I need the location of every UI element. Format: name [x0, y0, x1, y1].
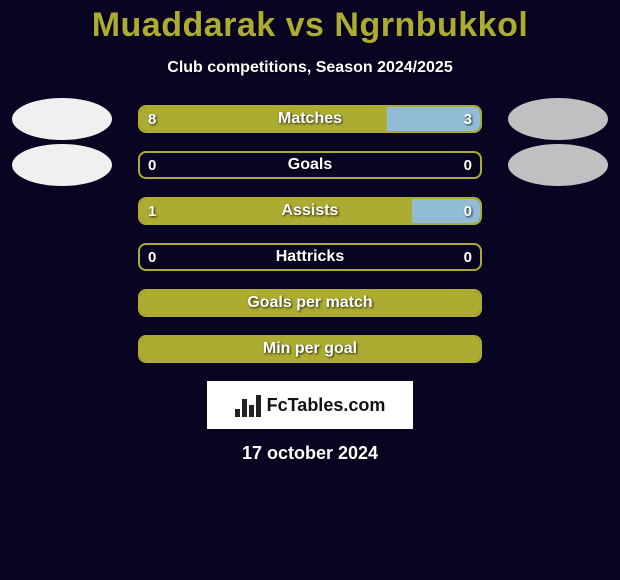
stat-label: Hattricks	[140, 245, 480, 269]
stat-bar-track: Min per goal	[138, 335, 482, 363]
stat-label: Min per goal	[140, 337, 480, 361]
bar-chart-icon	[235, 393, 261, 417]
stat-value-right: 0	[452, 199, 472, 223]
stat-value-right: 0	[452, 245, 472, 269]
right-player-avatar	[508, 144, 608, 186]
stat-value-left: 0	[148, 153, 168, 177]
stat-value-left: 1	[148, 199, 168, 223]
stat-bar-track: Goals per match	[138, 289, 482, 317]
right-player-avatar	[508, 98, 608, 140]
snapshot-date: 17 october 2024	[0, 443, 620, 464]
stat-bar-track: Hattricks0 0	[138, 243, 482, 271]
stat-row: Hattricks0 0	[0, 243, 620, 271]
stat-row: Goals per match	[0, 289, 620, 317]
stat-value-left: 0	[148, 245, 168, 269]
stat-value-right: 3	[452, 107, 472, 131]
stat-label: Matches	[140, 107, 480, 131]
stat-value-left: 8	[148, 107, 168, 131]
stat-value-right: 0	[452, 153, 472, 177]
stat-bar-track: Matches8 3	[138, 105, 482, 133]
stat-label: Goals per match	[140, 291, 480, 315]
stat-row: Matches8 3	[0, 105, 620, 133]
stat-bar-track: Goals0 0	[138, 151, 482, 179]
stat-label: Assists	[140, 199, 480, 223]
left-player-avatar	[12, 144, 112, 186]
stat-row: Assists1 0	[0, 197, 620, 225]
stat-label: Goals	[140, 153, 480, 177]
branding-badge: FcTables.com	[207, 381, 413, 429]
stat-row: Goals0 0	[0, 151, 620, 179]
left-player-avatar	[12, 98, 112, 140]
stat-row: Min per goal	[0, 335, 620, 363]
page-subtitle: Club competitions, Season 2024/2025	[0, 59, 620, 77]
stat-bar-track: Assists1 0	[138, 197, 482, 225]
page-title: Muaddarak vs Ngrnbukkol	[0, 0, 620, 45]
branding-text: FcTables.com	[267, 395, 386, 416]
stats-chart: Matches83Goals00Assists10Hattricks00Goal…	[0, 105, 620, 363]
